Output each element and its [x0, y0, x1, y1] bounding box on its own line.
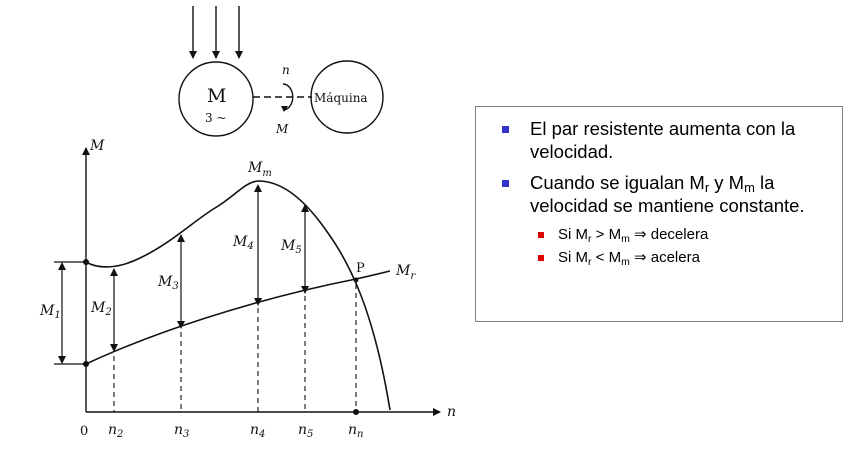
torque-speed-diagram: M 3 ~ Máquina n M M n 0: [39, 6, 456, 440]
sub-bullet-text-2: Si Mr < Mm ⇒ acelera: [558, 249, 700, 268]
speed-symbol: n: [282, 63, 290, 77]
tick-n4: n4: [250, 422, 265, 440]
m1-arrow: [54, 261, 86, 365]
x-axis-label: n: [447, 404, 456, 420]
label-m5: M5: [280, 238, 302, 256]
sub-bullet-text-1: Si Mr > Mm ⇒ decelera: [558, 226, 709, 245]
point-p-label: P: [356, 261, 365, 276]
motor-torque-curve: [85, 180, 391, 411]
bullet-text-2: Cuando se igualan Mr y Mm la velocidad s…: [530, 172, 805, 216]
machine-circle: [310, 60, 384, 134]
sub-bullet-square-icon: [538, 255, 544, 261]
intersection-point-p: [353, 277, 359, 283]
sub-bullet-square-icon: [538, 232, 544, 238]
label-m3: M3: [157, 274, 179, 292]
origin-label: 0: [80, 424, 88, 439]
tick-nn-dot: [353, 409, 359, 415]
sub-bullet-item-2: Si Mr < Mm ⇒ acelera: [490, 248, 832, 267]
y-axis-label: M: [89, 138, 105, 154]
bullet-square-icon: [502, 126, 509, 133]
machine-label: Máquina: [314, 91, 368, 105]
curve-label-mr: Mr: [395, 263, 416, 282]
axes: [82, 147, 441, 416]
bullet-text-1: El par resistente aumenta con la velocid…: [530, 118, 796, 162]
label-m4: M4: [232, 234, 254, 252]
motor-circle: [178, 61, 254, 137]
motor-letter: M: [207, 85, 226, 107]
dashed-drop-lines: [113, 284, 357, 412]
explanation-box: El par resistente aumenta con la velocid…: [475, 106, 843, 322]
tick-n2: n2: [108, 422, 123, 440]
sub-bullet-item-1: Si Mr > Mm ⇒ decelera: [490, 225, 832, 244]
curve-label-mm: Mm: [247, 160, 272, 179]
label-m1: M1: [39, 303, 61, 321]
rotation-arrow: [282, 83, 294, 111]
tick-n3: n3: [174, 422, 189, 440]
tick-nn: nn: [348, 422, 363, 440]
label-m2: M2: [90, 300, 112, 318]
torque-symbol: M: [275, 122, 289, 136]
bullet-item-1: El par resistente aumenta con la velocid…: [490, 117, 832, 163]
bullet-square-icon: [502, 180, 509, 187]
resistant-torque-curve: [85, 270, 391, 365]
bullet-item-2: Cuando se igualan Mr y Mm la velocidad s…: [490, 171, 832, 217]
motor-phase: 3 ~: [205, 111, 227, 125]
tick-n5: n5: [298, 422, 313, 440]
motor-schematic: [178, 6, 384, 137]
